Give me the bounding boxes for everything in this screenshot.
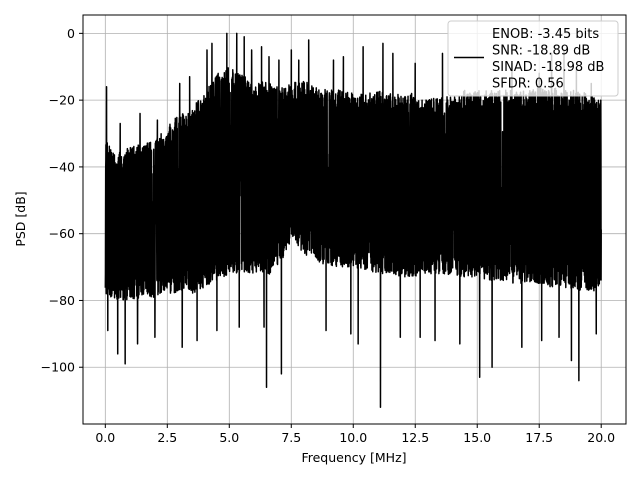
y-tick-label: −80: [49, 293, 75, 308]
legend-line-text: SINAD: -18.98 dB: [492, 60, 604, 75]
legend: ENOB: -3.45 bits SNR: -18.89 dB SINAD: -18…: [447, 20, 619, 97]
y-tick-label: 0: [67, 26, 75, 41]
x-axis-ticks: 0.0 2.5 5.0 7.5 10.0 12.5 15.0 17.5 20.0: [95, 424, 615, 445]
plot-frame: [82, 14, 627, 425]
psd-series-line: [104, 32, 602, 409]
x-tick-label: 0.0: [95, 430, 115, 445]
x-tick-label: 2.5: [157, 430, 177, 445]
y-tick-label: −100: [41, 360, 75, 375]
x-tick-label: 20.0: [587, 430, 615, 445]
x-axis-label: Frequency [MHz]: [301, 450, 406, 465]
legend-box: [447, 20, 619, 97]
x-tick-label: 17.5: [525, 430, 553, 445]
y-axis-ticks: 0 −20 −40 −60 −80 −100: [41, 26, 83, 375]
y-tick-label: −40: [49, 159, 75, 174]
x-tick-label: 15.0: [463, 430, 491, 445]
legend-line-text: ENOB: -3.45 bits: [492, 27, 599, 42]
legend-entry: ENOB: -3.45 bits SNR: -18.89 dB SINAD: -18…: [492, 27, 604, 92]
y-tick-label: −20: [49, 93, 75, 108]
y-tick-label: −60: [49, 226, 75, 241]
legend-line-text: SFDR: 0.56: [492, 77, 564, 92]
legend-line-text: SNR: -18.89 dB: [492, 44, 590, 59]
series-layer: [104, 32, 602, 409]
y-axis-label: PSD [dB]: [13, 191, 28, 246]
x-tick-label: 12.5: [401, 430, 429, 445]
x-tick-label: 7.5: [281, 430, 301, 445]
x-tick-label: 5.0: [219, 430, 239, 445]
x-tick-label: 10.0: [339, 430, 367, 445]
